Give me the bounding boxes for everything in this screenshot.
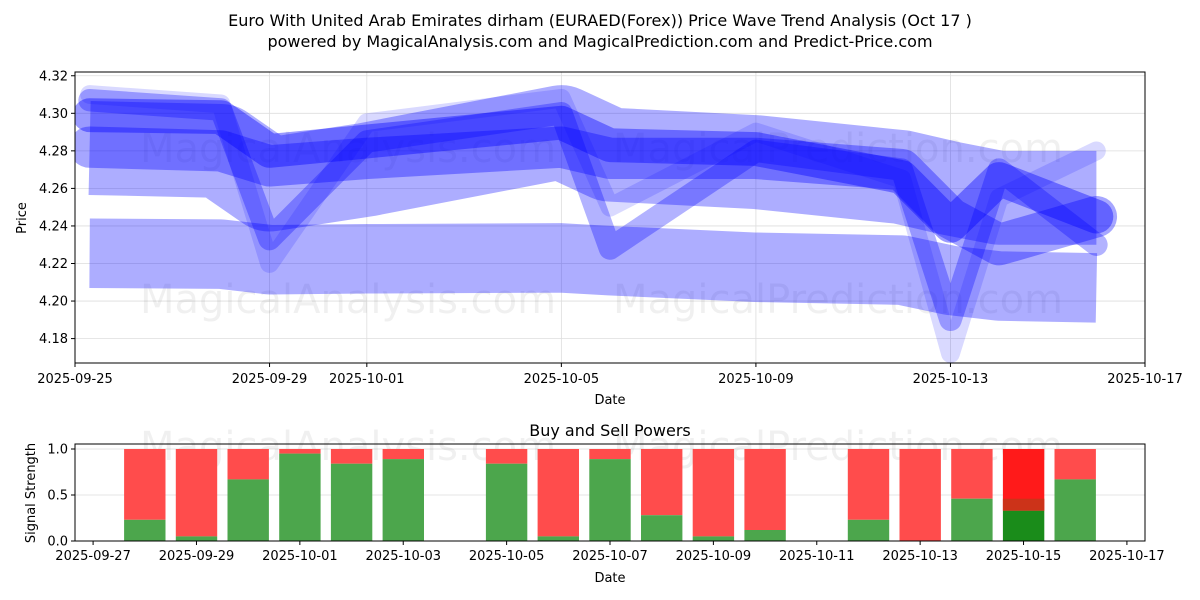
buy-bar xyxy=(744,530,786,541)
watermark-text: MagicalPrediction.com xyxy=(613,277,1063,323)
wave-band-6 xyxy=(80,85,1106,363)
buy-bar xyxy=(1002,510,1045,541)
y-tick-label: 1.0 xyxy=(47,443,68,458)
y-tick-label: 0.5 xyxy=(47,489,68,504)
x-tick-label: 2025-10-17 xyxy=(1089,549,1165,564)
chart-subtitle: powered by MagicalAnalysis.com and Magic… xyxy=(267,32,932,51)
signal-y-label: Signal Strength xyxy=(24,443,39,543)
buy-bar xyxy=(330,463,373,541)
y-tick-label: 4.28 xyxy=(39,144,68,159)
signal-x-axis: 2025-09-27 2025-09-29 2025-10-01 2025-10-03… xyxy=(55,541,1165,564)
wave-band-1-cap xyxy=(1062,253,1131,322)
x-tick-label: 2025-10-01 xyxy=(262,549,338,564)
sell-bar xyxy=(279,449,321,454)
y-tick-label: 4.22 xyxy=(39,257,68,272)
y-tick-label: 4.30 xyxy=(39,107,68,122)
x-tick-label: 2025-10-15 xyxy=(986,549,1062,564)
signal-x-label: Date xyxy=(594,571,625,586)
buy-bar xyxy=(124,519,166,541)
price-plot-background xyxy=(75,72,1145,363)
x-tick-label: 2025-10-03 xyxy=(365,549,441,564)
y-tick-label: 4.26 xyxy=(39,182,68,197)
sell-bar xyxy=(847,449,890,520)
sell-bar xyxy=(641,449,683,516)
watermark-text: MagicalAnalysis.com xyxy=(140,126,556,172)
sell-bar xyxy=(537,449,579,537)
y-tick-label: 4.24 xyxy=(39,219,68,234)
buy-bar xyxy=(847,519,890,541)
buy-bar xyxy=(951,498,993,541)
buy-bar xyxy=(589,459,631,541)
wave-band-5 xyxy=(78,88,1108,332)
x-tick-label: 2025-09-25 xyxy=(37,372,113,387)
signal-y-axis: 0.0 0.5 1.0 xyxy=(47,443,75,550)
wave-band-2-cap xyxy=(1049,151,1143,245)
wave-band-2 xyxy=(88,85,1097,245)
buy-bar xyxy=(485,463,528,541)
x-tick-label: 2025-09-29 xyxy=(159,549,235,564)
wave-band-3 xyxy=(75,126,1118,266)
sell-bar xyxy=(485,449,528,464)
x-tick-label: 2025-10-05 xyxy=(469,549,545,564)
y-tick-label: 4.18 xyxy=(39,332,68,347)
x-tick-label: 2025-09-27 xyxy=(55,549,131,564)
price-y-label: Price xyxy=(15,202,30,234)
buy-bar xyxy=(1054,479,1096,541)
wave-band-4 xyxy=(75,98,1114,243)
buy-bar xyxy=(279,453,321,541)
signal-plot: Buy and Sell Powers MagicalAnalysis.com … xyxy=(24,421,1165,586)
price-plot-frame xyxy=(74,71,1146,364)
price-y-axis: 4.18 4.20 4.22 4.24 4.26 4.28 4.30 4.32 xyxy=(39,69,75,347)
watermark-text: MagicalAnalysis.com xyxy=(140,277,556,323)
overlap-bar xyxy=(1002,498,1045,511)
price-grid xyxy=(74,72,1146,363)
sell-bar xyxy=(227,449,269,480)
price-watermarks: MagicalAnalysis.com MagicalPrediction.co… xyxy=(140,126,1063,323)
sell-bar xyxy=(744,449,786,530)
sell-bar xyxy=(589,449,631,460)
price-x-label: Date xyxy=(594,393,625,408)
sell-bar xyxy=(951,449,993,499)
buy-bar xyxy=(692,536,735,541)
x-tick-label: 2025-10-17 xyxy=(1107,372,1183,387)
price-x-axis: 2025-09-25 2025-09-29 2025-10-01 2025-10-05… xyxy=(37,363,1183,387)
sell-bar xyxy=(899,449,941,541)
x-tick-label: 2025-10-11 xyxy=(779,549,855,564)
y-tick-label: 4.20 xyxy=(39,295,68,310)
x-tick-label: 2025-10-09 xyxy=(676,549,752,564)
buy-bar xyxy=(641,515,683,541)
sell-bar xyxy=(175,449,218,537)
wave-band-1 xyxy=(89,218,1098,323)
buy-bar xyxy=(537,536,579,541)
sell-bar xyxy=(330,449,373,464)
signal-plot-title: Buy and Sell Powers xyxy=(529,421,691,440)
x-tick-label: 2025-10-05 xyxy=(524,372,600,387)
sell-bar xyxy=(692,449,735,537)
x-tick-label: 2025-10-01 xyxy=(329,372,405,387)
signal-bars xyxy=(124,449,1096,541)
y-tick-label: 0.0 xyxy=(47,535,68,550)
sell-bar xyxy=(1054,449,1096,480)
buy-bar xyxy=(175,536,218,541)
wave-band-group xyxy=(75,85,1143,363)
watermark-text: MagicalPrediction.com xyxy=(613,126,1063,172)
sell-bar xyxy=(124,449,166,520)
wave-bands xyxy=(75,85,1143,363)
buy-bar xyxy=(227,479,269,541)
x-tick-label: 2025-10-07 xyxy=(572,549,648,564)
chart-title: Euro With United Arab Emirates dirham (E… xyxy=(228,11,972,30)
x-tick-label: 2025-10-13 xyxy=(913,372,989,387)
sell-bar xyxy=(382,449,424,460)
x-tick-label: 2025-10-13 xyxy=(882,549,958,564)
x-tick-label: 2025-09-29 xyxy=(232,372,308,387)
x-tick-label: 2025-10-09 xyxy=(718,372,794,387)
y-tick-label: 4.32 xyxy=(39,69,68,84)
buy-bar xyxy=(382,459,424,541)
price-plot: MagicalAnalysis.com MagicalPrediction.co… xyxy=(15,69,1183,408)
